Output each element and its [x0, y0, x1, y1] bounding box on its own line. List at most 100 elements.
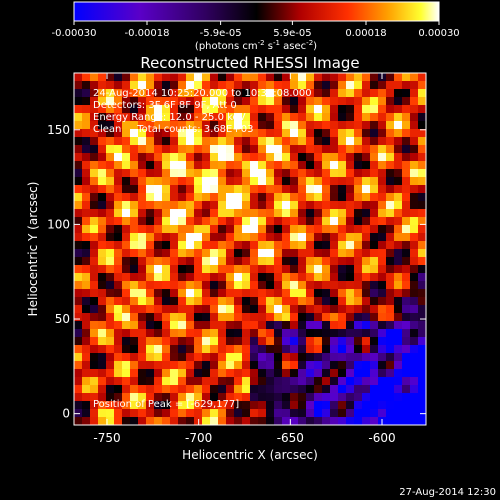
heatmap-cell — [258, 217, 267, 226]
heatmap-cell — [330, 393, 339, 402]
heatmap-cell — [314, 89, 323, 98]
heatmap-cell — [314, 153, 323, 162]
heatmap-cell — [186, 289, 195, 298]
heatmap-cell — [138, 401, 147, 410]
heatmap-cell — [322, 169, 331, 178]
heatmap-cell — [410, 193, 419, 202]
heatmap-cell — [106, 401, 115, 410]
heatmap-cell — [162, 89, 171, 98]
heatmap-cell — [154, 81, 163, 90]
heatmap-cell — [82, 249, 91, 258]
heatmap-cell — [274, 169, 283, 178]
heatmap-cell — [234, 201, 243, 210]
heatmap-cell — [234, 153, 243, 162]
heatmap-cell — [322, 145, 331, 154]
heatmap-cell — [122, 297, 131, 306]
heatmap-cell — [234, 145, 243, 154]
heatmap-cell — [322, 89, 331, 98]
heatmap-cell — [362, 233, 371, 242]
heatmap-cell — [290, 401, 299, 410]
heatmap-cell — [362, 377, 371, 386]
heatmap-cell — [322, 113, 331, 122]
heatmap-cell — [402, 329, 411, 338]
heatmap-cell — [306, 241, 315, 250]
heatmap-cell — [266, 193, 275, 202]
heatmap-cell — [386, 257, 395, 266]
heatmap-cell — [242, 137, 251, 146]
heatmap-cell — [130, 321, 139, 330]
heatmap-cell — [218, 113, 227, 122]
heatmap-cell — [138, 305, 147, 314]
heatmap-cell — [130, 385, 139, 394]
heatmap-cell — [106, 393, 115, 402]
heatmap-cell — [210, 145, 219, 154]
heatmap-cell — [386, 217, 395, 226]
heatmap-cell — [82, 289, 91, 298]
heatmap-cell — [250, 97, 259, 106]
heatmap-cell — [154, 289, 163, 298]
heatmap-cell — [386, 201, 395, 210]
heatmap-cell — [410, 217, 419, 226]
heatmap-cell — [210, 297, 219, 306]
heatmap-cell — [114, 369, 123, 378]
heatmap-cell — [90, 217, 99, 226]
heatmap-cell — [418, 401, 426, 410]
heatmap-cell — [250, 169, 259, 178]
heatmap-cell — [186, 193, 195, 202]
heatmap-cell — [106, 217, 115, 226]
heatmap-cell — [162, 337, 171, 346]
heatmap-cell — [202, 345, 211, 354]
heatmap-cell — [162, 233, 171, 242]
heatmap-cell — [370, 73, 379, 82]
heatmap-cell — [194, 313, 203, 322]
heatmap-cell — [218, 377, 227, 386]
heatmap-cell — [226, 361, 235, 370]
heatmap-cell — [354, 289, 363, 298]
heatmap-cell — [98, 121, 107, 130]
heatmap-cell — [402, 257, 411, 266]
heatmap-cell — [82, 233, 91, 242]
heatmap-cell — [162, 353, 171, 362]
heatmap-cell — [298, 185, 307, 194]
heatmap-cell — [266, 257, 275, 266]
heatmap-cell — [154, 313, 163, 322]
heatmap-cell — [410, 369, 419, 378]
heatmap-cell — [74, 97, 83, 106]
heatmap-cell — [194, 241, 203, 250]
heatmap-cell — [402, 385, 411, 394]
heatmap-cell — [394, 225, 403, 234]
heatmap-cell — [202, 113, 211, 122]
heatmap-cell — [282, 209, 291, 218]
heatmap-cell — [138, 81, 147, 90]
heatmap-cell — [250, 313, 259, 322]
heatmap-cell — [106, 313, 115, 322]
heatmap-cell — [98, 145, 107, 154]
heatmap-cell — [98, 97, 107, 106]
heatmap-cell — [394, 89, 403, 98]
heatmap-cell — [274, 193, 283, 202]
heatmap-cell — [178, 337, 187, 346]
heatmap-cell — [250, 81, 259, 90]
heatmap-cell — [146, 233, 155, 242]
heatmap-cell — [306, 353, 315, 362]
heatmap-cell — [274, 121, 283, 130]
heatmap-cell — [178, 201, 187, 210]
heatmap-cell — [194, 161, 203, 170]
heatmap-cell — [362, 145, 371, 154]
heatmap-cell — [290, 249, 299, 258]
heatmap-cell — [218, 361, 227, 370]
heatmap-cell — [194, 137, 203, 146]
heatmap-cell — [346, 281, 355, 290]
heatmap-cell — [322, 185, 331, 194]
heatmap-cell — [290, 289, 299, 298]
heatmap-cell — [234, 225, 243, 234]
heatmap-cell — [258, 305, 267, 314]
heatmap-cell — [170, 321, 179, 330]
heatmap-cell — [178, 297, 187, 306]
heatmap-cell — [338, 321, 347, 330]
heatmap-cell — [282, 89, 291, 98]
heatmap-cell — [330, 241, 339, 250]
heatmap-cell — [386, 313, 395, 322]
heatmap-cell — [234, 369, 243, 378]
heatmap-cell — [98, 225, 107, 234]
